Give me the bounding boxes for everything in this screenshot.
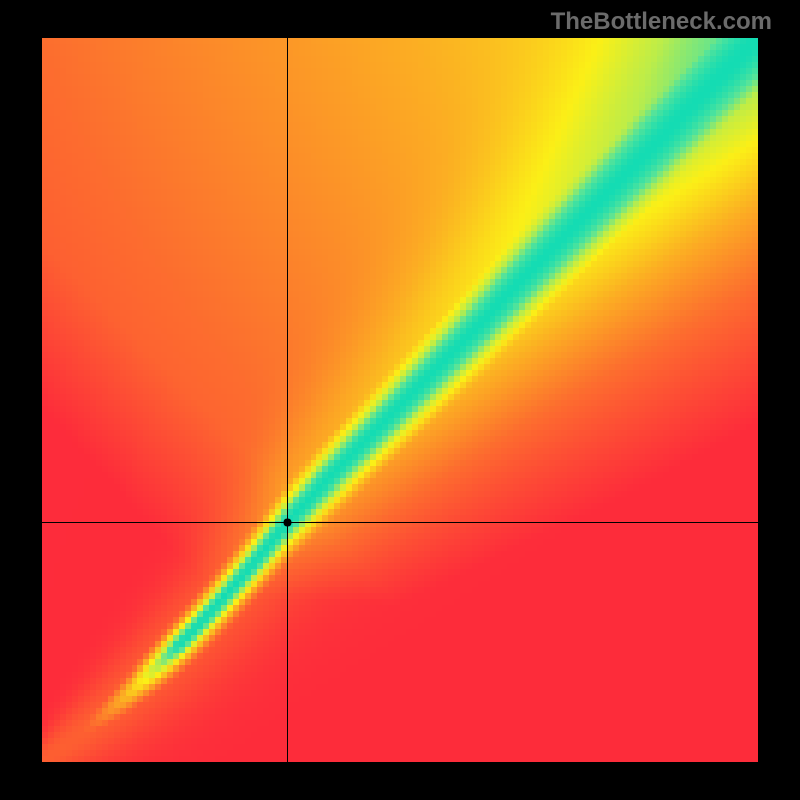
- chart-container: TheBottleneck.com: [0, 0, 800, 800]
- watermark-text: TheBottleneck.com: [551, 8, 772, 36]
- bottleneck-heatmap: [42, 38, 758, 762]
